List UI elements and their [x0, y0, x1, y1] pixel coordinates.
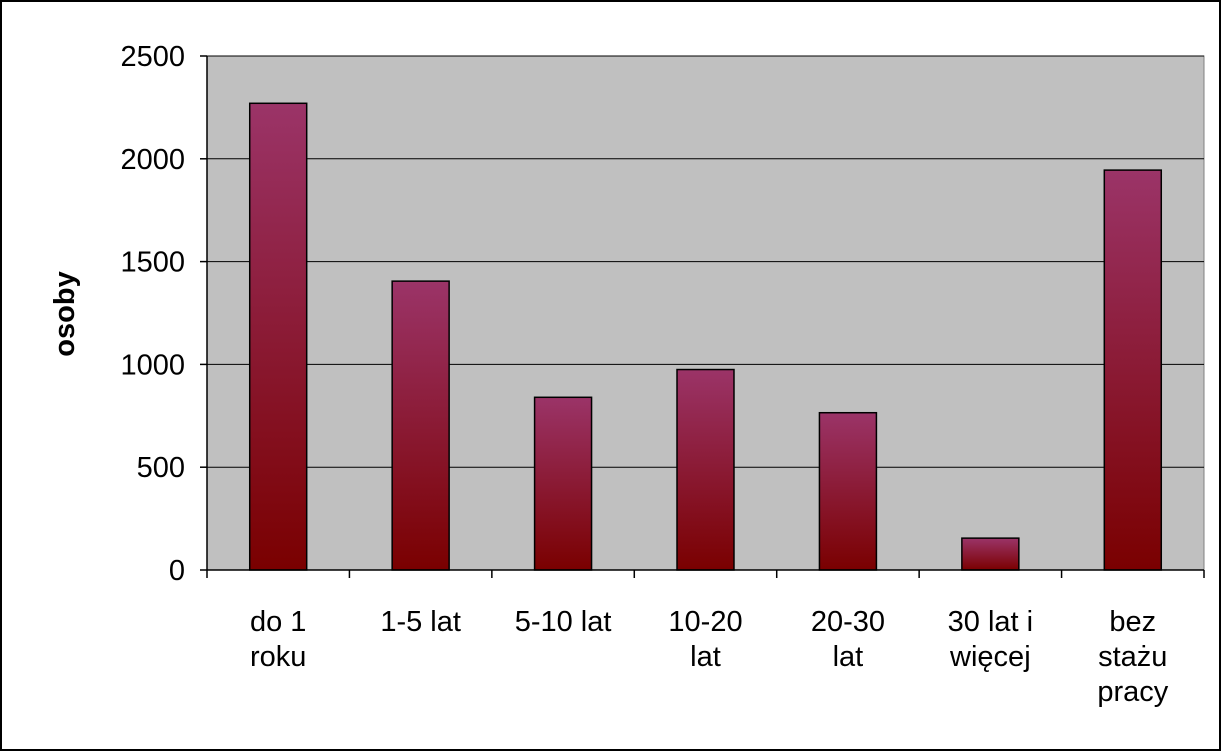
- bars: [248, 102, 1163, 571]
- x-category-label: 1-5 lat: [380, 606, 461, 638]
- bar: [533, 396, 593, 571]
- x-category-label-line: 20-30: [811, 606, 885, 638]
- x-category-label-line: bez: [1109, 606, 1156, 638]
- x-category-label: bez stażu pracy: [1097, 606, 1168, 708]
- y-tick-label: 0: [169, 555, 185, 587]
- x-category-label: 5-10 lat: [515, 606, 612, 638]
- y-tick-label: 500: [137, 452, 185, 484]
- bar: [248, 102, 308, 571]
- x-category-label-line: pracy: [1097, 676, 1168, 708]
- x-category-label-line: lat: [833, 641, 864, 673]
- x-category-label: 10-20 lat: [668, 606, 742, 673]
- x-category-label-line: 5-10 lat: [515, 606, 612, 638]
- x-category-label-line: 30 lat i: [948, 606, 1033, 638]
- y-axis-title: osoby: [49, 271, 81, 356]
- axes: [200, 55, 1205, 578]
- bar: [676, 368, 735, 571]
- y-tick-labels: 0 500 1000 1500 2000 2500: [120, 41, 185, 587]
- y-tick-label: 2500: [120, 41, 185, 73]
- x-category-label-line: więcej: [949, 641, 1031, 673]
- x-category-label-line: do 1: [250, 606, 306, 638]
- x-category-label-line: lat: [690, 641, 721, 673]
- x-category-label: do 1 roku: [250, 606, 306, 673]
- x-category-label: 30 lat i więcej: [948, 606, 1033, 673]
- bar: [961, 537, 1020, 571]
- bar: [818, 411, 878, 571]
- bar: [391, 280, 450, 571]
- x-category-label-line: roku: [250, 641, 306, 673]
- x-category-label-line: stażu: [1098, 641, 1167, 673]
- bar: [1103, 169, 1163, 571]
- x-category-label: 20-30 lat: [811, 606, 885, 673]
- y-tick-label: 2000: [120, 144, 185, 176]
- gridlines: [207, 55, 1204, 468]
- x-category-label-line: 10-20: [668, 606, 742, 638]
- x-category-label-line: 1-5 lat: [380, 606, 461, 638]
- y-tick-label: 1000: [120, 349, 185, 381]
- y-tick-label: 1500: [120, 247, 185, 279]
